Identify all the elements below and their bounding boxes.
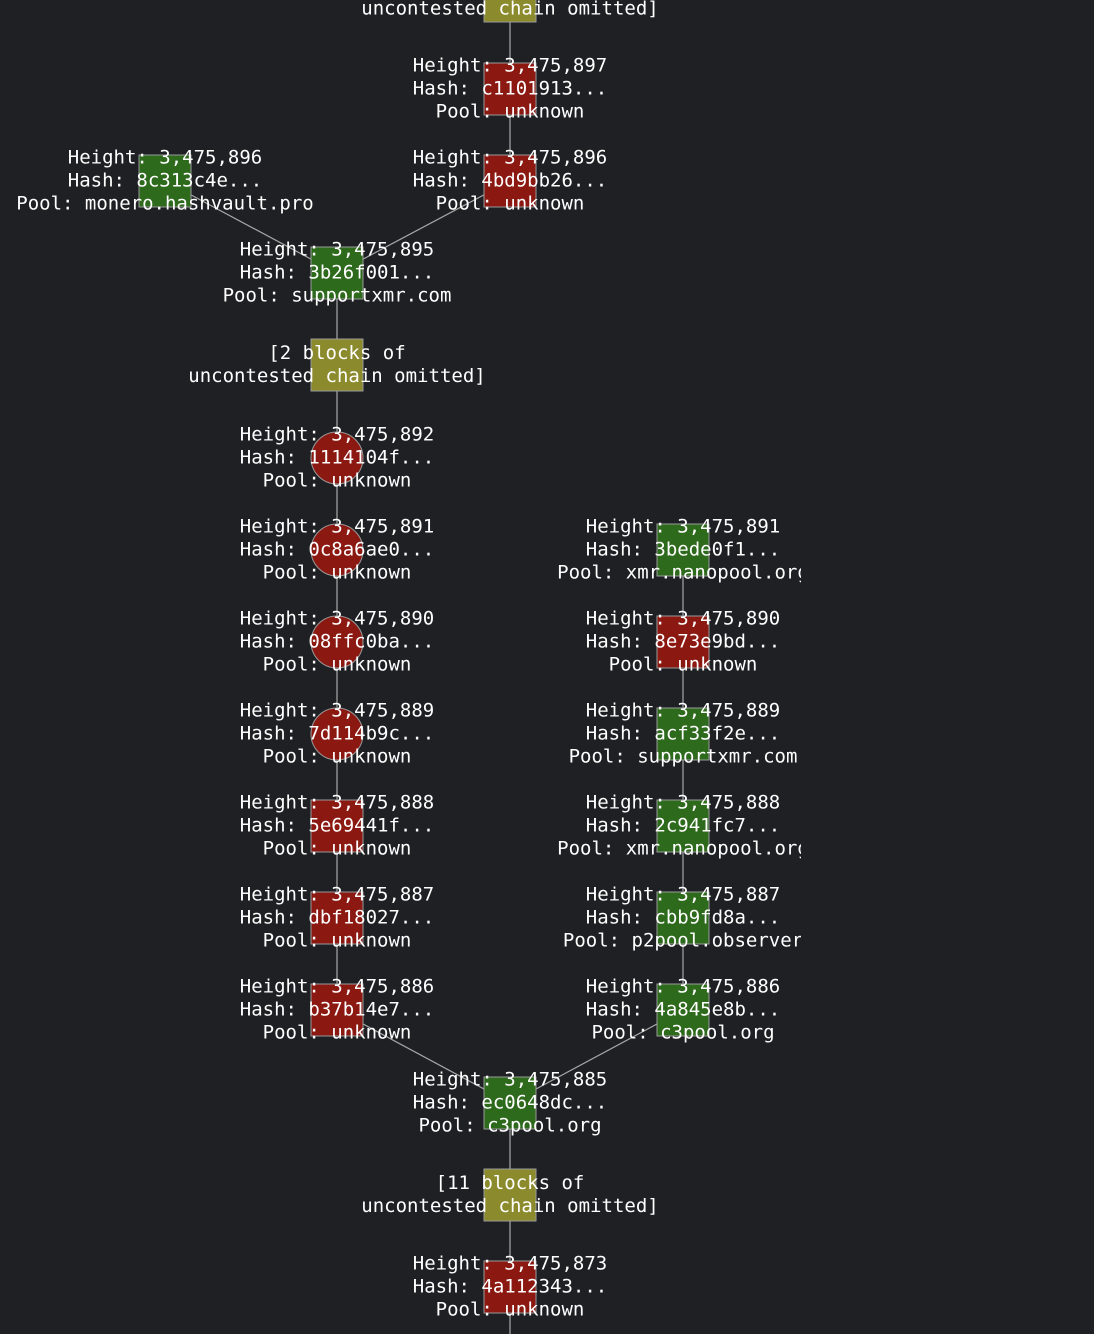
block-label: Pool: unknown xyxy=(609,654,758,676)
block-label: Hash: dbf18027... xyxy=(240,907,434,929)
block xyxy=(483,1260,537,1314)
block-orphan xyxy=(310,707,364,761)
block xyxy=(656,891,710,945)
block-label: Height: 3,475,886 xyxy=(240,976,434,998)
block xyxy=(310,891,364,945)
block-label: Hash: 2c941fc7... xyxy=(586,815,780,837)
block-label: Height: 3,475,891 xyxy=(240,516,434,538)
block-label: Height: 3,475,891 xyxy=(586,516,780,538)
block-label: Pool: unknown xyxy=(263,562,412,584)
block-orphan xyxy=(310,431,364,485)
block xyxy=(483,0,537,23)
block-label: Height: 3,475,887 xyxy=(586,884,780,906)
block-label: Pool: xmr.nanopool.org xyxy=(557,562,809,584)
block-orphan xyxy=(310,523,364,577)
block xyxy=(310,246,364,300)
block-label: [11 blocks of xyxy=(436,1172,585,1194)
block-label: Height: 3,475,887 xyxy=(240,884,434,906)
block-label: Pool: supportxmr.com xyxy=(223,285,452,307)
block-label: Hash: c1101913... xyxy=(413,78,607,100)
block-label: Pool: unknown xyxy=(263,470,412,492)
block-label: Hash: 4bd9bb26... xyxy=(413,170,607,192)
block-label: Hash: acf33f2e... xyxy=(586,723,780,745)
block-label: Pool: unknown xyxy=(263,654,412,676)
block-label: Hash: cbb9fd8a... xyxy=(586,907,780,929)
block-label: Pool: c3pool.org xyxy=(591,1022,774,1044)
block-label: Pool: p2pool.observer xyxy=(563,930,803,952)
block-label: Pool: unknown xyxy=(263,930,412,952)
block-label: Height: 3,475,892 xyxy=(240,424,434,446)
block-label: Pool: unknown xyxy=(436,193,585,215)
block-label: Height: 3,475,889 xyxy=(240,700,434,722)
block-label: Hash: 4a845e8b... xyxy=(586,999,780,1021)
block-label: Height: 3,475,889 xyxy=(586,700,780,722)
block-label: Hash: 8e73e9bd... xyxy=(586,631,780,653)
block-label: Height: 3,475,890 xyxy=(240,608,434,630)
block-label: Height: 3,475,897 xyxy=(413,55,607,77)
block-label: Height: 3,475,896 xyxy=(413,147,607,169)
block xyxy=(483,154,537,208)
block-label: Hash: 3bede0f1... xyxy=(586,539,780,561)
block-label: Hash: 1114104f... xyxy=(240,447,434,469)
block-label: Height: 3,475,873 xyxy=(413,1253,607,1275)
block-label: Pool: xmr.nanopool.org xyxy=(557,838,809,860)
block-label: Pool: unknown xyxy=(263,746,412,768)
block-label: Height: 3,475,886 xyxy=(586,976,780,998)
block-label: Height: 3,475,895 xyxy=(240,239,434,261)
block xyxy=(310,799,364,853)
block-label: Height: 3,475,888 xyxy=(240,792,434,814)
edge xyxy=(509,1009,684,1104)
edge xyxy=(164,180,338,274)
block-label: uncontested chain omitted] xyxy=(361,1195,658,1217)
block xyxy=(310,338,364,392)
block-label: Pool: c3pool.org xyxy=(418,1115,601,1137)
block-label: Hash: 8c313c4e... xyxy=(68,170,262,192)
block-label: Pool: unknown xyxy=(436,1299,585,1321)
block-label: Hash: 7d114b9c... xyxy=(240,723,434,745)
block-label: Hash: 4a112343... xyxy=(413,1276,607,1298)
block-label: Pool: monero.hashvault.pro xyxy=(16,193,313,215)
block-label: Hash: 08ffc0ba... xyxy=(240,631,434,653)
block xyxy=(483,1076,537,1130)
block-label: Height: 3,475,888 xyxy=(586,792,780,814)
block xyxy=(656,799,710,853)
block xyxy=(656,523,710,577)
block-label: Height: 3,475,896 xyxy=(68,147,262,169)
block-label: Hash: 5e69441f... xyxy=(240,815,434,837)
block-label: [2 blocks of xyxy=(268,342,405,364)
edge xyxy=(336,1009,511,1104)
block xyxy=(656,707,710,761)
blocks xyxy=(138,0,710,1314)
labels: uncontested chain omitted] Height: 3,475,… xyxy=(16,0,809,1321)
block xyxy=(656,615,710,669)
block-label: Pool: unknown xyxy=(436,101,585,123)
block xyxy=(138,154,192,208)
edge xyxy=(336,180,511,274)
block-label: uncontested chain omitted] xyxy=(188,365,485,387)
block-label: Hash: 3b26f001... xyxy=(240,262,434,284)
block xyxy=(310,983,364,1037)
block xyxy=(483,62,537,116)
block-label: Hash: 0c8a6ae0... xyxy=(240,539,434,561)
block-label: uncontested chain omitted] xyxy=(361,0,658,20)
block-label: Pool: unknown xyxy=(263,838,412,860)
block-label: Hash: b37b14e7... xyxy=(240,999,434,1021)
block xyxy=(656,983,710,1037)
block-label: Height: 3,475,885 xyxy=(413,1069,607,1091)
block xyxy=(483,1168,537,1222)
block-label: Hash: ec0648dc... xyxy=(413,1092,607,1114)
block-label: Height: 3,475,890 xyxy=(586,608,780,630)
block-orphan xyxy=(310,615,364,669)
block-label: Pool: unknown xyxy=(263,1022,412,1044)
block-label: Pool: supportxmr.com xyxy=(569,746,798,768)
